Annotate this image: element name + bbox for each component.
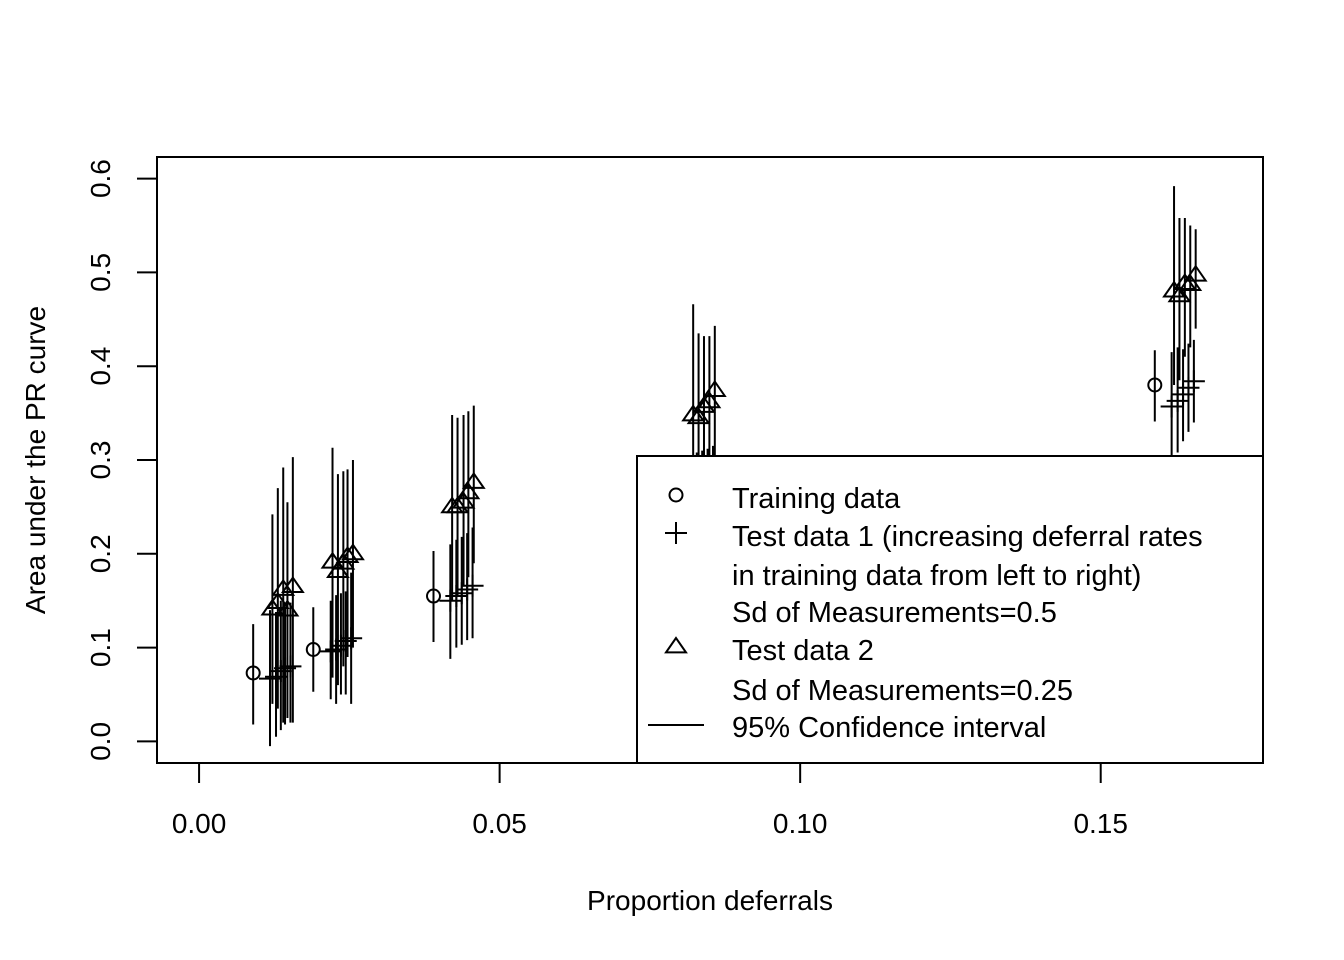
point-circle bbox=[305, 641, 321, 657]
x-tick-label: 0.05 bbox=[472, 808, 527, 839]
point-triangle bbox=[702, 379, 727, 397]
x-tick-label: 0.10 bbox=[773, 808, 828, 839]
legend-label: Training data bbox=[732, 483, 901, 515]
y-tick-label: 0.1 bbox=[85, 628, 116, 667]
point-circle bbox=[1147, 377, 1163, 393]
point-plus bbox=[1182, 370, 1205, 393]
point-plus bbox=[461, 574, 484, 597]
point-triangle bbox=[280, 575, 305, 594]
y-tick-label: 0.3 bbox=[85, 441, 116, 480]
y-tick-label: 0.4 bbox=[85, 347, 116, 386]
legend-label: Sd of Measurements=0.5 bbox=[732, 597, 1057, 629]
legend-circle-symbol bbox=[668, 487, 684, 503]
x-tick-label: 0.15 bbox=[1073, 808, 1128, 839]
legend-label: 95% Confidence interval bbox=[732, 712, 1046, 744]
point-triangle bbox=[341, 543, 365, 561]
legend-triangle-symbol bbox=[664, 636, 688, 654]
y-axis-label: Area under the PR curve bbox=[20, 306, 51, 614]
point-triangle bbox=[1183, 264, 1208, 282]
legend-label: Sd of Measurements=0.25 bbox=[732, 675, 1073, 707]
x-tick-label: 0.00 bbox=[172, 808, 227, 839]
legend-plus-symbol bbox=[665, 522, 687, 544]
x-axis-label: Proportion deferrals bbox=[587, 885, 833, 916]
point-plus bbox=[439, 589, 462, 612]
legend-box bbox=[636, 455, 1264, 764]
legend-label: Test data 2 bbox=[732, 635, 874, 667]
legend-label: in training data from left to right) bbox=[732, 560, 1141, 592]
series-circle bbox=[245, 350, 1163, 725]
point-circle bbox=[426, 588, 441, 604]
legend: Training data Test data 1 (increasing def… bbox=[636, 455, 1264, 764]
y-tick-label: 0.0 bbox=[85, 722, 116, 761]
point-plus bbox=[1160, 395, 1183, 418]
point-triangle bbox=[461, 471, 486, 489]
point-plus bbox=[456, 578, 479, 601]
point-circle bbox=[245, 665, 261, 681]
legend-label: Test data 1 (increasing deferral rates bbox=[732, 521, 1203, 553]
y-tick-label: 0.6 bbox=[85, 159, 116, 198]
point-triangle bbox=[445, 496, 470, 514]
y-tick-label: 0.5 bbox=[85, 253, 116, 292]
y-tick-label: 0.2 bbox=[85, 534, 116, 573]
